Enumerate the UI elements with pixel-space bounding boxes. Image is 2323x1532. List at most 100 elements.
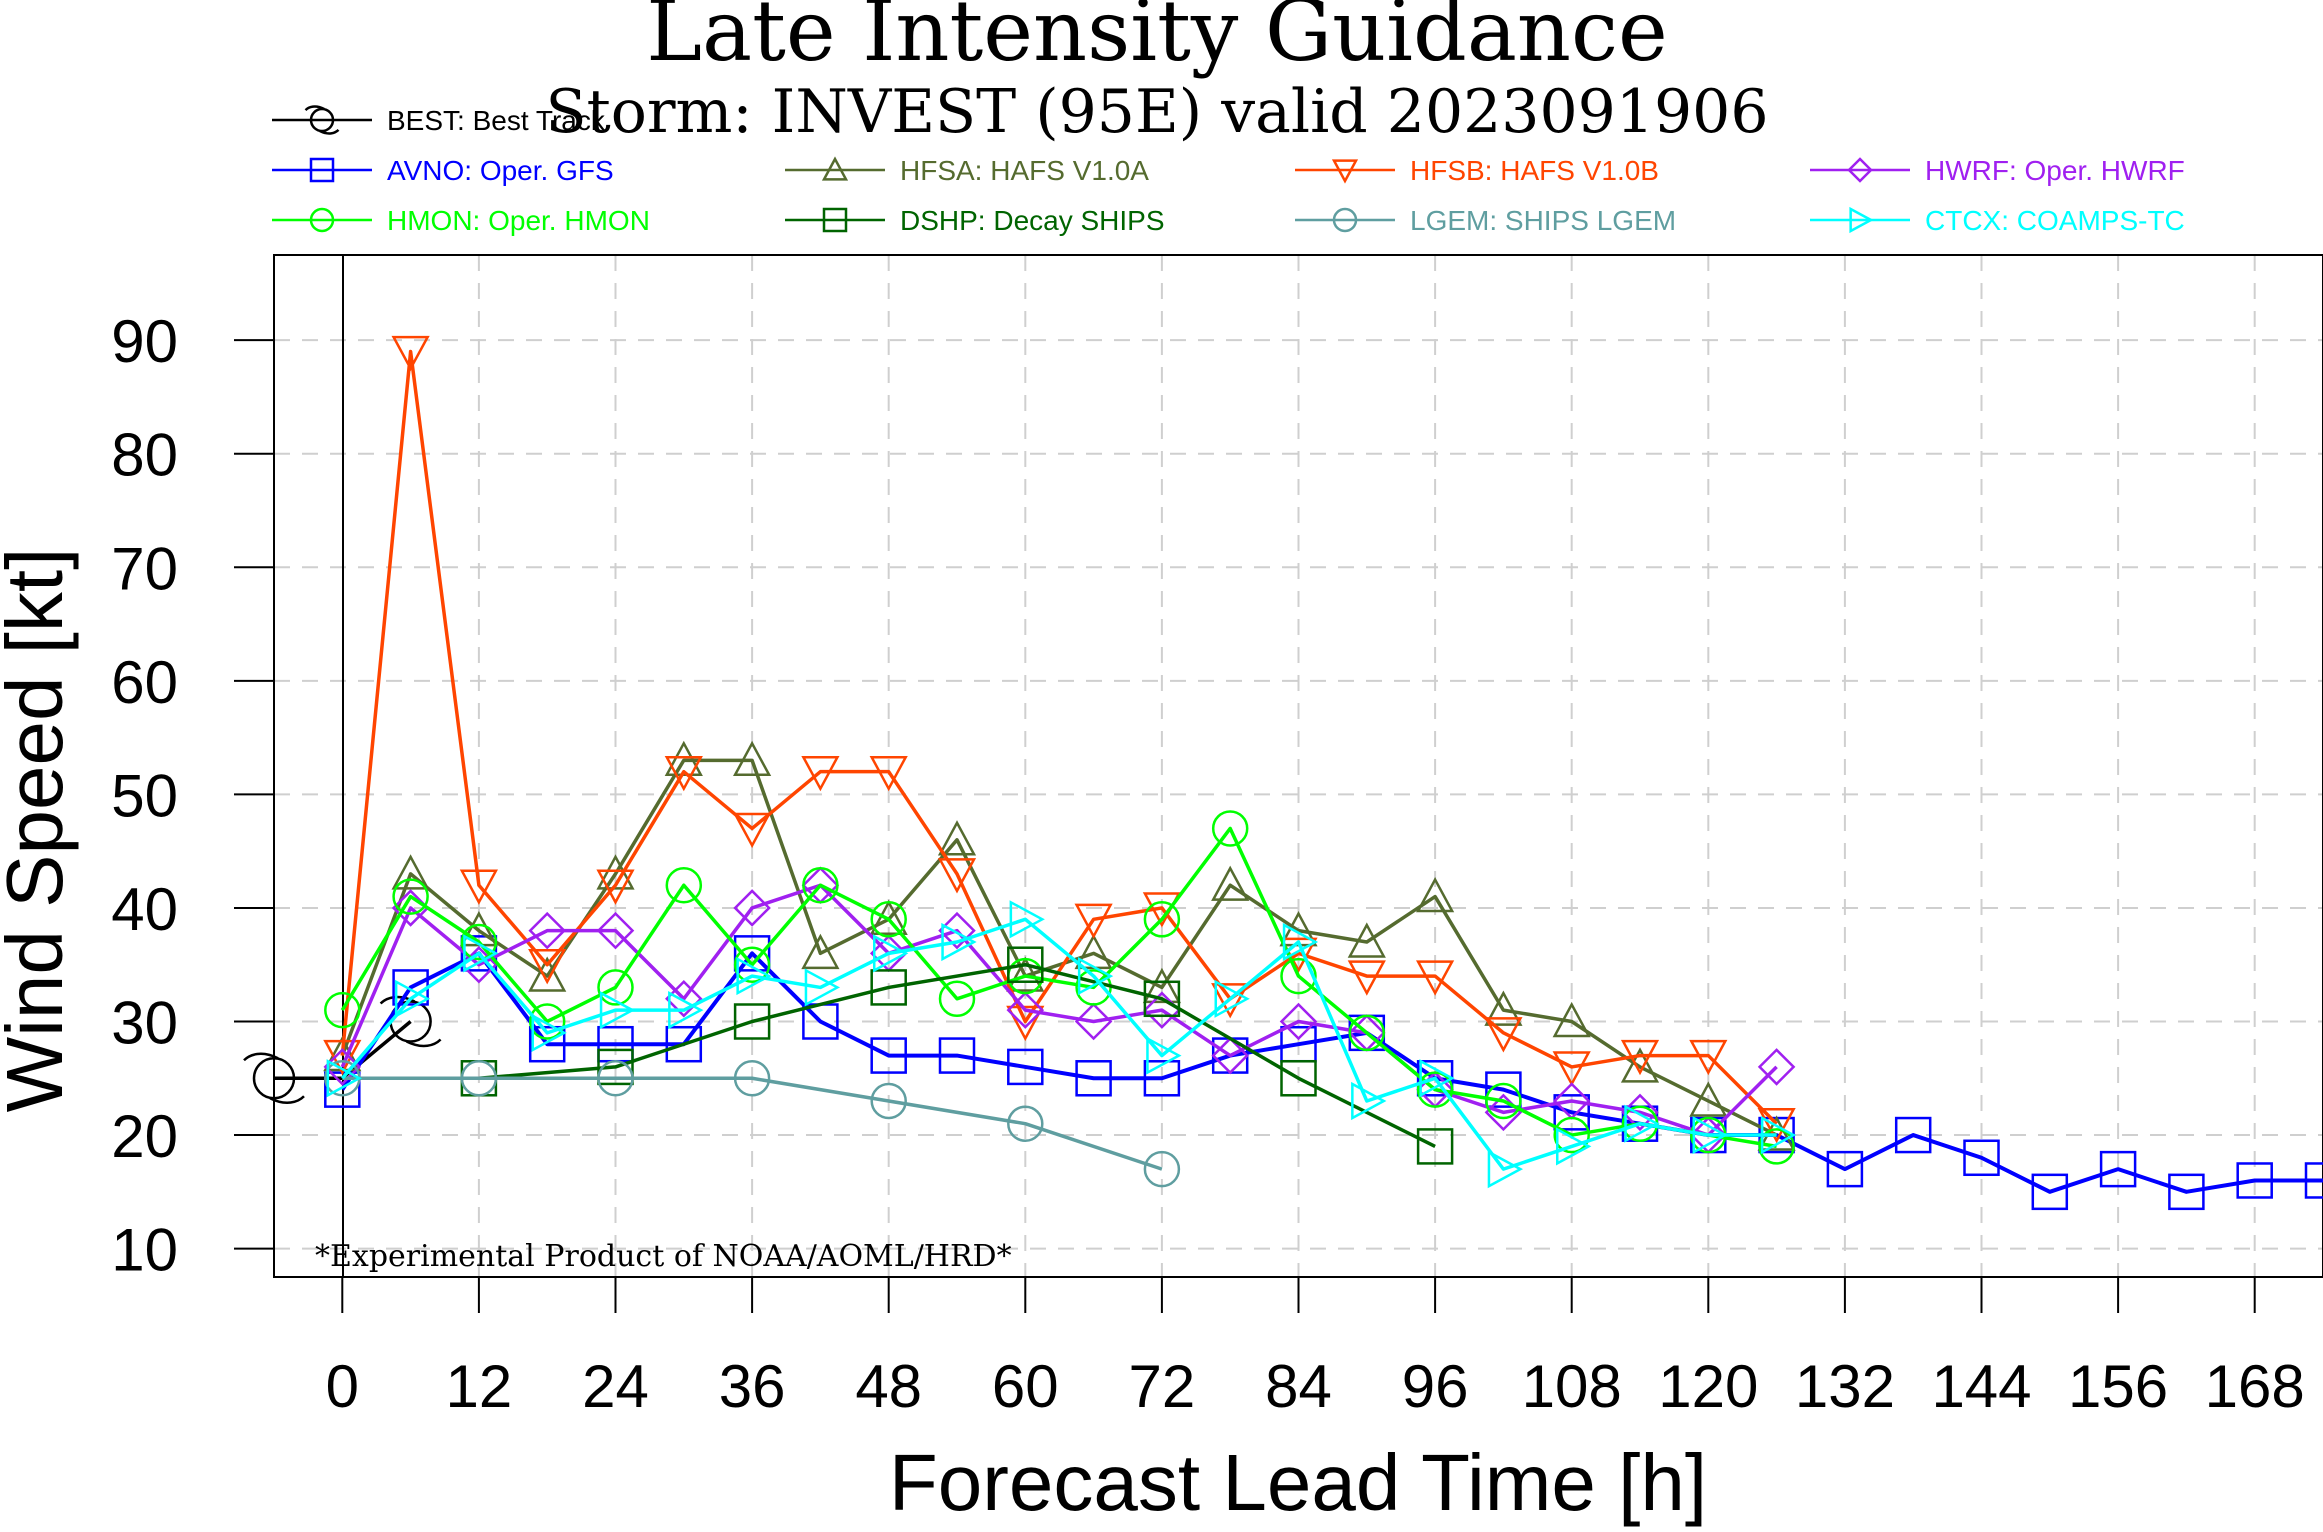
data-point-hfsb (1211, 983, 1250, 1019)
data-point-hfsa (1347, 922, 1386, 958)
data-point-hwrf (1757, 1048, 1796, 1086)
data-point-lgem (1143, 1150, 1181, 1188)
data-point-hmon (1553, 1116, 1590, 1154)
data-point-avno (2304, 1162, 2323, 1199)
series-dshp (342, 946, 1454, 1165)
data-point-ctcx (804, 968, 841, 1007)
data-point-hfsa (733, 740, 772, 777)
legend-marker (309, 157, 335, 183)
data-point-avno (1143, 1060, 1181, 1097)
data-point-hmon (665, 866, 703, 904)
y-tick-label: 90 (111, 308, 178, 375)
legend-item-ctcx: CTCX: COAMPS-TC (1810, 205, 2185, 236)
data-point-lgem (733, 1060, 771, 1097)
data-point-avno (938, 1037, 976, 1074)
data-point-dshp (1007, 946, 1044, 983)
data-point-ctcx (531, 1013, 567, 1052)
data-point-ctcx (1624, 1104, 1660, 1143)
data-point-hfsb (1757, 1108, 1796, 1144)
x-tick-label: 144 (1931, 1353, 2031, 1420)
data-point-ctcx (1282, 922, 1319, 962)
data-point-hmon (1348, 1014, 1386, 1052)
x-tick-label: 12 (446, 1353, 513, 1420)
x-tick-label: 72 (1129, 1353, 1196, 1420)
data-point-hmon (1758, 1128, 1795, 1165)
data-point-dshp (1280, 1060, 1317, 1097)
series-hmon (324, 810, 1795, 1165)
legend-marker (1332, 207, 1358, 233)
series-avno (324, 935, 2323, 1211)
data-point-dshp (870, 969, 907, 1006)
data-point-hwrf (1074, 1002, 1113, 1041)
data-point-ctcx (668, 991, 704, 1030)
data-point-ctcx (1556, 1127, 1592, 1166)
grid-lines (274, 255, 2323, 1277)
legend-marker (1847, 157, 1873, 183)
data-point-ctcx (873, 934, 909, 973)
data-point-ctcx (1077, 956, 1114, 996)
data-point-hmon (324, 991, 361, 1029)
x-tick-label: 60 (992, 1353, 1059, 1420)
data-point-dshp (1143, 980, 1181, 1018)
data-point-avno (528, 1025, 566, 1063)
x-tick-label: 84 (1265, 1353, 1332, 1420)
data-point-hfsb (1552, 1051, 1591, 1087)
series-group (243, 335, 2323, 1211)
data-point-ctcx (326, 1059, 362, 1098)
data-point-hmon (870, 901, 907, 938)
data-point-hwrf (938, 911, 976, 950)
data-point-hmon (1143, 901, 1181, 938)
data-point-ctcx (599, 991, 636, 1030)
legend-item-hmon: HMON: Oper. HMON (272, 205, 650, 236)
x-tick-label: 48 (855, 1353, 922, 1420)
data-point-hfsb (459, 869, 498, 905)
y-tick-label: 20 (111, 1103, 178, 1170)
data-point-hfsb (1484, 1017, 1523, 1053)
x-tick-label: 156 (2068, 1353, 2168, 1420)
data-point-avno (665, 1025, 703, 1063)
legend-item-best: BEST: Best Track (272, 105, 606, 136)
data-point-avno (1075, 1060, 1112, 1097)
data-point-hfsb (1347, 960, 1386, 996)
data-point-dshp (597, 1048, 634, 1086)
legend-marker (1849, 206, 1874, 234)
series-line-hmon (340, 826, 1777, 1149)
data-point-ctcx (1009, 900, 1045, 939)
y-tick-label: 50 (111, 762, 178, 829)
data-point-hfsa (1211, 865, 1250, 901)
data-point-hmon (1211, 810, 1249, 847)
x-tick-label: 108 (1522, 1353, 1622, 1420)
data-point-lgem (460, 1060, 498, 1097)
data-point-hfsa (801, 933, 840, 970)
data-point-hmon (1280, 957, 1317, 995)
data-point-hfsb (596, 869, 635, 905)
data-point-hfsa (1552, 1001, 1591, 1038)
data-point-hwrf (323, 1048, 362, 1086)
legend-label: HFSB: HAFS V1.0B (1410, 155, 1659, 186)
data-point-hfsb (391, 335, 430, 372)
data-point-hmon (528, 1003, 566, 1040)
data-point-ctcx (941, 922, 977, 962)
data-point-avno (1826, 1150, 1864, 1188)
experimental-note: *Experimental Product of NOAA/AOML/HRD* (315, 1239, 1012, 1274)
legend-item-dshp: DSHP: Decay SHIPS (785, 205, 1165, 236)
data-point-hwrf (733, 889, 771, 927)
x-tick-label: 120 (1658, 1353, 1758, 1420)
data-point-hfsa (1006, 956, 1045, 992)
legend-label: HFSA: HAFS V1.0A (900, 155, 1149, 186)
series-ctcx (326, 900, 1797, 1189)
x-tick-label: 168 (2205, 1353, 2305, 1420)
data-point-avno (870, 1037, 907, 1074)
data-point-hmon (597, 969, 634, 1006)
data-point-avno (1963, 1139, 2000, 1177)
data-point-avno (1007, 1048, 1044, 1086)
x-axis-label: Forecast Lead Time [h] (889, 1438, 1707, 1527)
legend-item-hwrf: HWRF: Oper. HWRF (1810, 155, 2185, 186)
legend-label: LGEM: SHIPS LGEM (1410, 205, 1676, 236)
data-point-hwrf (1621, 1093, 1659, 1132)
data-point-hmon (733, 946, 771, 983)
legend-item-hfsa: HFSA: HAFS V1.0A (785, 155, 1149, 186)
data-point-hwrf (1006, 991, 1045, 1029)
x-tick-label: 24 (582, 1353, 649, 1420)
data-point-hfsa (869, 899, 908, 935)
